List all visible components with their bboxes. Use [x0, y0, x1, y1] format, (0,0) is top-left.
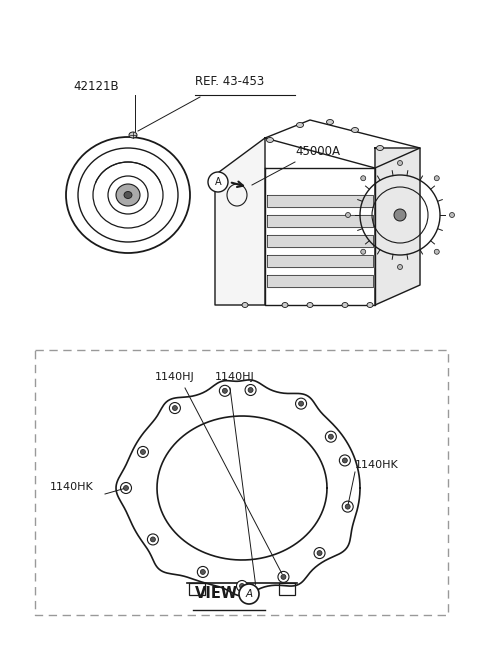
Circle shape — [237, 581, 248, 592]
Circle shape — [239, 584, 259, 604]
Circle shape — [208, 172, 228, 192]
Text: 45000A: 45000A — [295, 145, 340, 158]
Circle shape — [169, 403, 180, 413]
Ellipse shape — [394, 209, 406, 221]
Circle shape — [150, 537, 156, 542]
Ellipse shape — [434, 176, 439, 181]
Text: A: A — [245, 589, 252, 599]
Polygon shape — [267, 235, 373, 247]
Ellipse shape — [124, 192, 132, 199]
Text: 1140HJ: 1140HJ — [155, 372, 195, 382]
Ellipse shape — [434, 249, 439, 255]
Bar — [189, 583, 205, 595]
Ellipse shape — [297, 123, 303, 127]
Circle shape — [141, 449, 145, 455]
Circle shape — [197, 566, 208, 577]
Circle shape — [248, 388, 253, 392]
Circle shape — [147, 534, 158, 545]
Circle shape — [240, 583, 244, 588]
Circle shape — [120, 483, 132, 493]
Ellipse shape — [326, 119, 334, 125]
Circle shape — [296, 398, 307, 409]
Polygon shape — [375, 148, 420, 305]
Circle shape — [123, 485, 129, 491]
Circle shape — [222, 388, 228, 394]
Circle shape — [342, 458, 348, 463]
Ellipse shape — [129, 132, 137, 138]
Ellipse shape — [282, 302, 288, 308]
Circle shape — [342, 501, 353, 512]
Text: A: A — [215, 177, 221, 187]
Circle shape — [281, 575, 286, 579]
Polygon shape — [265, 168, 375, 305]
Polygon shape — [267, 195, 373, 207]
Polygon shape — [267, 215, 373, 227]
Polygon shape — [267, 255, 373, 267]
Polygon shape — [265, 120, 420, 168]
Circle shape — [325, 431, 336, 442]
Ellipse shape — [361, 176, 366, 181]
Ellipse shape — [361, 249, 366, 255]
Ellipse shape — [242, 302, 248, 308]
Circle shape — [317, 550, 322, 556]
Ellipse shape — [449, 213, 455, 218]
Circle shape — [314, 548, 325, 558]
Circle shape — [200, 569, 205, 575]
Text: REF. 43-453: REF. 43-453 — [195, 75, 264, 88]
Ellipse shape — [367, 302, 373, 308]
Text: 1140HK: 1140HK — [50, 482, 94, 492]
Text: 1140HJ: 1140HJ — [215, 372, 255, 382]
Polygon shape — [215, 138, 265, 305]
Ellipse shape — [342, 302, 348, 308]
Ellipse shape — [397, 264, 403, 270]
Circle shape — [219, 385, 230, 396]
Polygon shape — [267, 275, 373, 287]
Circle shape — [299, 401, 303, 406]
Ellipse shape — [116, 184, 140, 206]
Circle shape — [245, 384, 256, 396]
Circle shape — [137, 447, 148, 457]
Circle shape — [172, 405, 178, 411]
Ellipse shape — [376, 146, 384, 150]
Ellipse shape — [307, 302, 313, 308]
Ellipse shape — [266, 138, 274, 142]
Text: 42121B: 42121B — [73, 80, 119, 93]
Ellipse shape — [351, 127, 359, 133]
Ellipse shape — [346, 213, 350, 218]
Circle shape — [345, 504, 350, 509]
Text: VIEW: VIEW — [195, 586, 238, 601]
Text: 1140HK: 1140HK — [355, 460, 399, 470]
Ellipse shape — [397, 161, 403, 165]
Circle shape — [328, 434, 333, 440]
Circle shape — [339, 455, 350, 466]
Bar — [279, 583, 295, 595]
Circle shape — [278, 571, 289, 583]
